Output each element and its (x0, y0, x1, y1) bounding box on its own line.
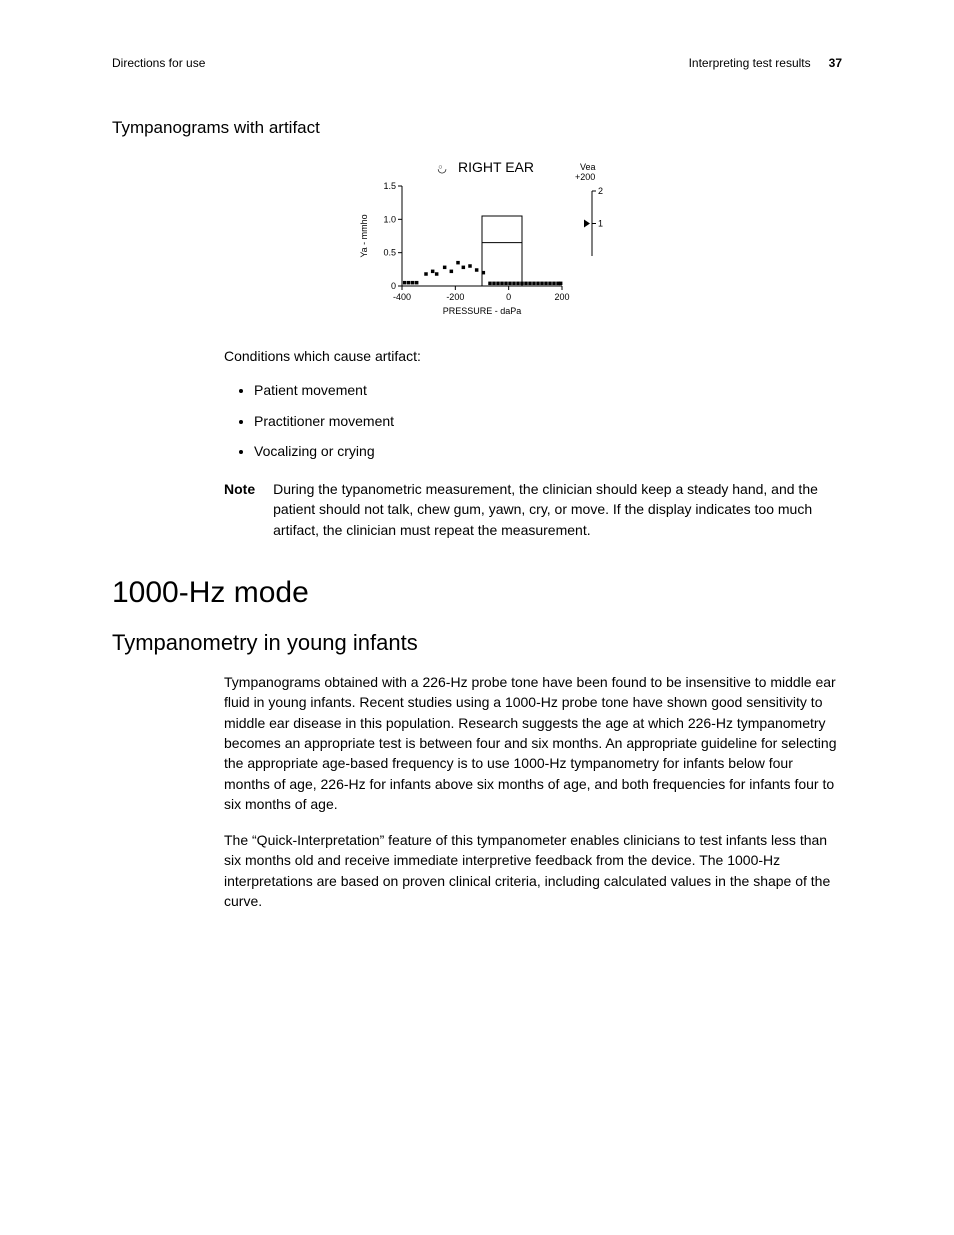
svg-text:RIGHT EAR: RIGHT EAR (458, 159, 534, 175)
subheading-artifact: Tympanograms with artifact (112, 118, 842, 138)
svg-text:-400: -400 (393, 292, 411, 302)
list-item: Vocalizing or crying (254, 441, 842, 461)
svg-text:0: 0 (391, 281, 396, 291)
paragraph: The “Quick-Interpretation” feature of th… (224, 830, 842, 911)
svg-text:PRESSURE - daPa: PRESSURE - daPa (443, 306, 522, 316)
svg-text:0: 0 (506, 292, 511, 302)
tympanogram-chart-container: RIGHT EAR◡○Vea+20000.51.01.5Ya - mmho-40… (112, 156, 842, 316)
header-section: Interpreting test results (689, 56, 811, 70)
artifact-content: Conditions which cause artifact: Patient… (224, 346, 842, 540)
svg-text:1.0: 1.0 (383, 214, 396, 224)
svg-text:-200: -200 (446, 292, 464, 302)
page: Directions for use Interpreting test res… (0, 0, 954, 1235)
conditions-list: Patient movement Practitioner movement V… (224, 380, 842, 461)
heading-1000hz: 1000-Hz mode (112, 576, 842, 610)
list-item: Practitioner movement (254, 411, 842, 431)
svg-text:200: 200 (554, 292, 569, 302)
note-block: Note During the typanometric measurement… (224, 479, 842, 540)
svg-text:0.5: 0.5 (383, 248, 396, 258)
header-right: Interpreting test results 37 (689, 56, 842, 70)
svg-text:○: ○ (438, 164, 442, 171)
list-item: Patient movement (254, 380, 842, 400)
svg-text:2: 2 (598, 186, 603, 196)
svg-text:Vea: Vea (580, 162, 596, 172)
svg-text:1.5: 1.5 (383, 181, 396, 191)
header-left: Directions for use (112, 56, 205, 70)
svg-text:Ya - mmho: Ya - mmho (359, 214, 369, 257)
paragraph: Tympanograms obtained with a 226-Hz prob… (224, 672, 842, 814)
tympanogram-chart: RIGHT EAR◡○Vea+20000.51.01.5Ya - mmho-40… (347, 156, 607, 316)
conditions-intro: Conditions which cause artifact: (224, 346, 842, 366)
page-number: 37 (829, 56, 842, 70)
page-header: Directions for use Interpreting test res… (112, 56, 842, 70)
svg-text:+200: +200 (575, 172, 595, 182)
infants-content: Tympanograms obtained with a 226-Hz prob… (224, 672, 842, 911)
note-text: During the typanometric measurement, the… (273, 479, 842, 540)
note-label: Note (224, 479, 255, 540)
svg-text:1: 1 (598, 219, 603, 229)
heading-infants: Tympanometry in young infants (112, 630, 842, 656)
